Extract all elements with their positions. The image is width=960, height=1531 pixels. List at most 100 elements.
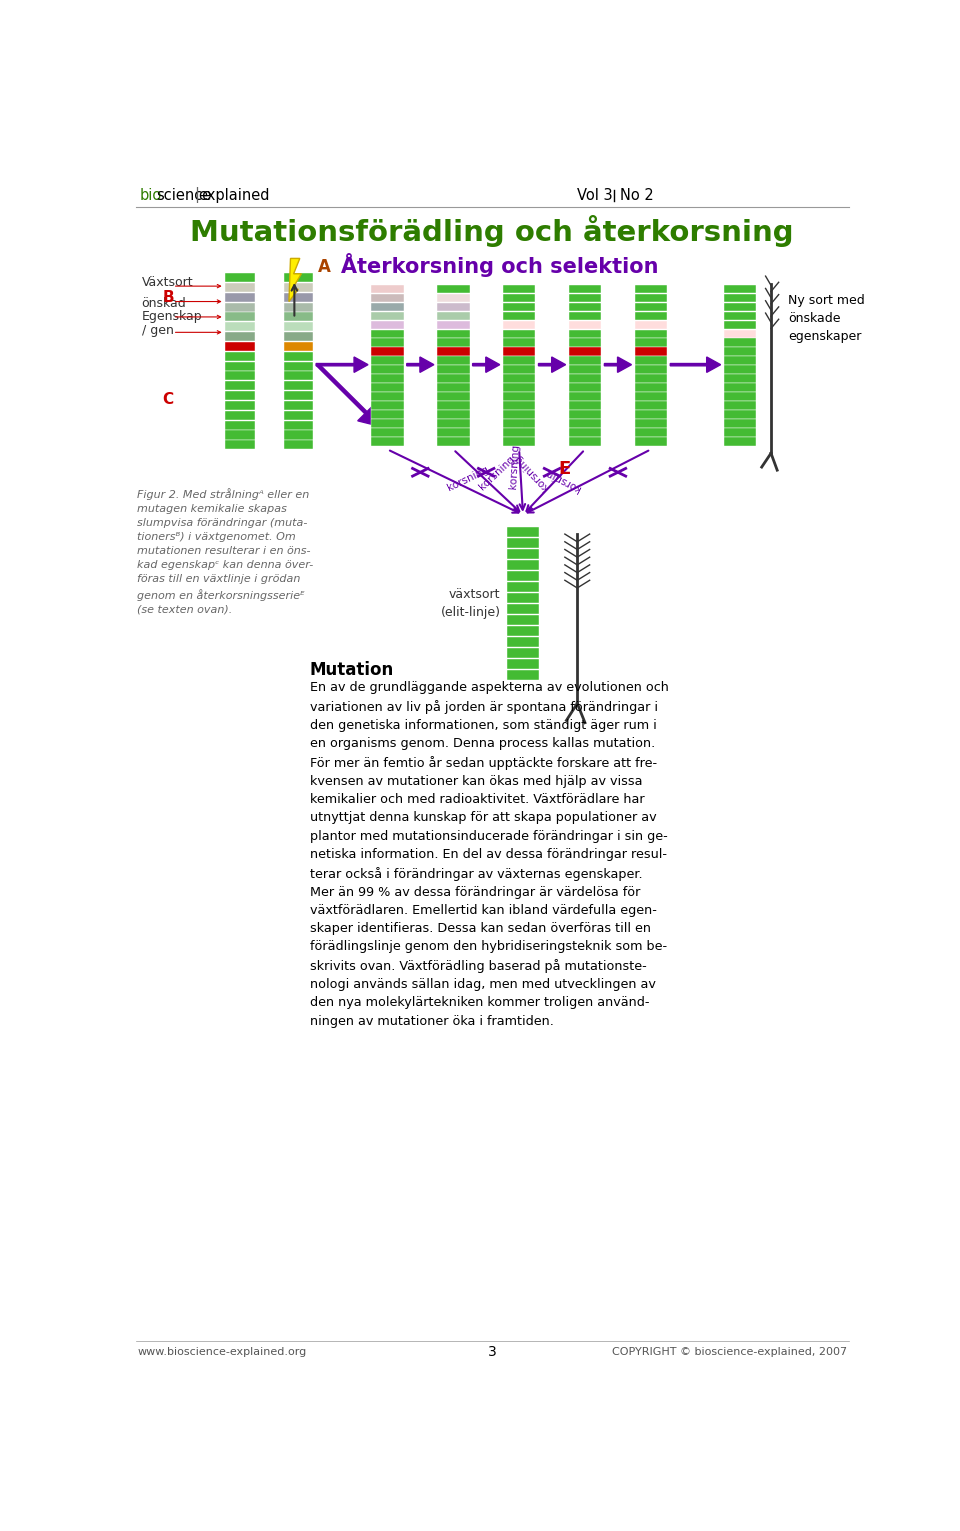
Bar <box>724 401 756 410</box>
FancyArrow shape <box>407 357 434 372</box>
Bar <box>635 320 667 329</box>
Bar <box>724 383 756 392</box>
Bar <box>226 303 254 312</box>
Bar <box>372 383 403 392</box>
Bar <box>372 303 403 311</box>
Bar <box>635 294 667 302</box>
Bar <box>503 329 536 338</box>
Text: bio: bio <box>139 188 161 202</box>
Bar <box>568 338 601 346</box>
Bar <box>372 329 403 338</box>
Text: |: | <box>194 187 200 204</box>
Bar <box>372 294 403 302</box>
Bar <box>283 441 313 450</box>
Polygon shape <box>289 259 301 302</box>
Bar <box>226 401 254 410</box>
Bar <box>437 320 469 329</box>
Bar <box>568 375 601 383</box>
Bar <box>724 294 756 302</box>
FancyArrow shape <box>317 363 379 426</box>
Bar <box>503 294 536 302</box>
Bar <box>226 352 254 361</box>
Text: Mutation: Mutation <box>310 661 395 680</box>
Bar <box>372 438 403 446</box>
Bar <box>372 366 403 374</box>
FancyArrow shape <box>472 357 500 372</box>
Text: korsning: korsning <box>477 453 516 491</box>
Bar <box>507 605 540 614</box>
Bar <box>503 392 536 401</box>
Bar <box>635 383 667 392</box>
Bar <box>226 292 254 302</box>
Bar <box>283 430 313 439</box>
Bar <box>724 285 756 292</box>
Text: C: C <box>162 392 174 407</box>
Text: växtsort
(elit-linje): växtsort (elit-linje) <box>441 588 500 619</box>
Bar <box>283 341 313 351</box>
Bar <box>568 383 601 392</box>
Text: COPYRIGHT © bioscience-explained, 2007: COPYRIGHT © bioscience-explained, 2007 <box>612 1347 847 1356</box>
Bar <box>635 401 667 410</box>
Bar <box>372 311 403 320</box>
Text: korsning: korsning <box>445 464 490 493</box>
Bar <box>507 560 540 571</box>
Bar <box>437 366 469 374</box>
Bar <box>503 383 536 392</box>
Bar <box>635 311 667 320</box>
Bar <box>724 320 756 329</box>
Bar <box>507 660 540 669</box>
Bar <box>372 419 403 427</box>
Text: E: E <box>558 459 570 478</box>
Bar <box>507 637 540 648</box>
Bar <box>724 348 756 355</box>
Bar <box>568 311 601 320</box>
Text: Återkorsning och selektion: Återkorsning och selektion <box>341 253 659 277</box>
Bar <box>568 410 601 418</box>
Bar <box>283 322 313 331</box>
Bar <box>283 372 313 381</box>
Bar <box>503 285 536 292</box>
Bar <box>283 410 313 419</box>
Bar <box>724 329 756 338</box>
Text: Figur 2. Med strålningᴬ eller en
mutagen kemikalie skapas
slumpvisa förändringar: Figur 2. Med strålningᴬ eller en mutagen… <box>137 488 313 614</box>
Bar <box>372 410 403 418</box>
Bar <box>283 352 313 361</box>
Bar <box>503 303 536 311</box>
Bar <box>503 338 536 346</box>
Bar <box>507 550 540 559</box>
Bar <box>226 390 254 400</box>
Bar <box>372 392 403 401</box>
Bar <box>226 341 254 351</box>
Bar <box>226 410 254 419</box>
Bar <box>226 322 254 331</box>
Bar <box>437 303 469 311</box>
Bar <box>635 357 667 364</box>
Bar <box>437 294 469 302</box>
Bar <box>568 429 601 436</box>
Bar <box>568 357 601 364</box>
Bar <box>437 311 469 320</box>
Bar <box>226 312 254 322</box>
Bar <box>226 381 254 390</box>
Bar <box>724 419 756 427</box>
Bar <box>635 366 667 374</box>
Text: Ny sort med
önskade
egenskaper: Ny sort med önskade egenskaper <box>788 294 865 343</box>
Bar <box>226 441 254 450</box>
Text: Egenskap: Egenskap <box>142 311 203 323</box>
Bar <box>724 429 756 436</box>
Bar <box>372 285 403 292</box>
Text: En av de grundläggande aspekterna av evolutionen och
variationen av liv på jorde: En av de grundläggande aspekterna av evo… <box>310 681 669 1027</box>
Bar <box>503 419 536 427</box>
Bar <box>372 429 403 436</box>
Bar <box>283 303 313 312</box>
Bar <box>437 392 469 401</box>
Bar <box>503 348 536 355</box>
Text: Vol 3: Vol 3 <box>577 188 612 202</box>
Bar <box>724 311 756 320</box>
Bar <box>226 283 254 292</box>
Bar <box>283 312 313 322</box>
Bar <box>283 332 313 341</box>
Bar <box>283 361 313 371</box>
Bar <box>568 285 601 292</box>
Bar <box>283 273 313 282</box>
